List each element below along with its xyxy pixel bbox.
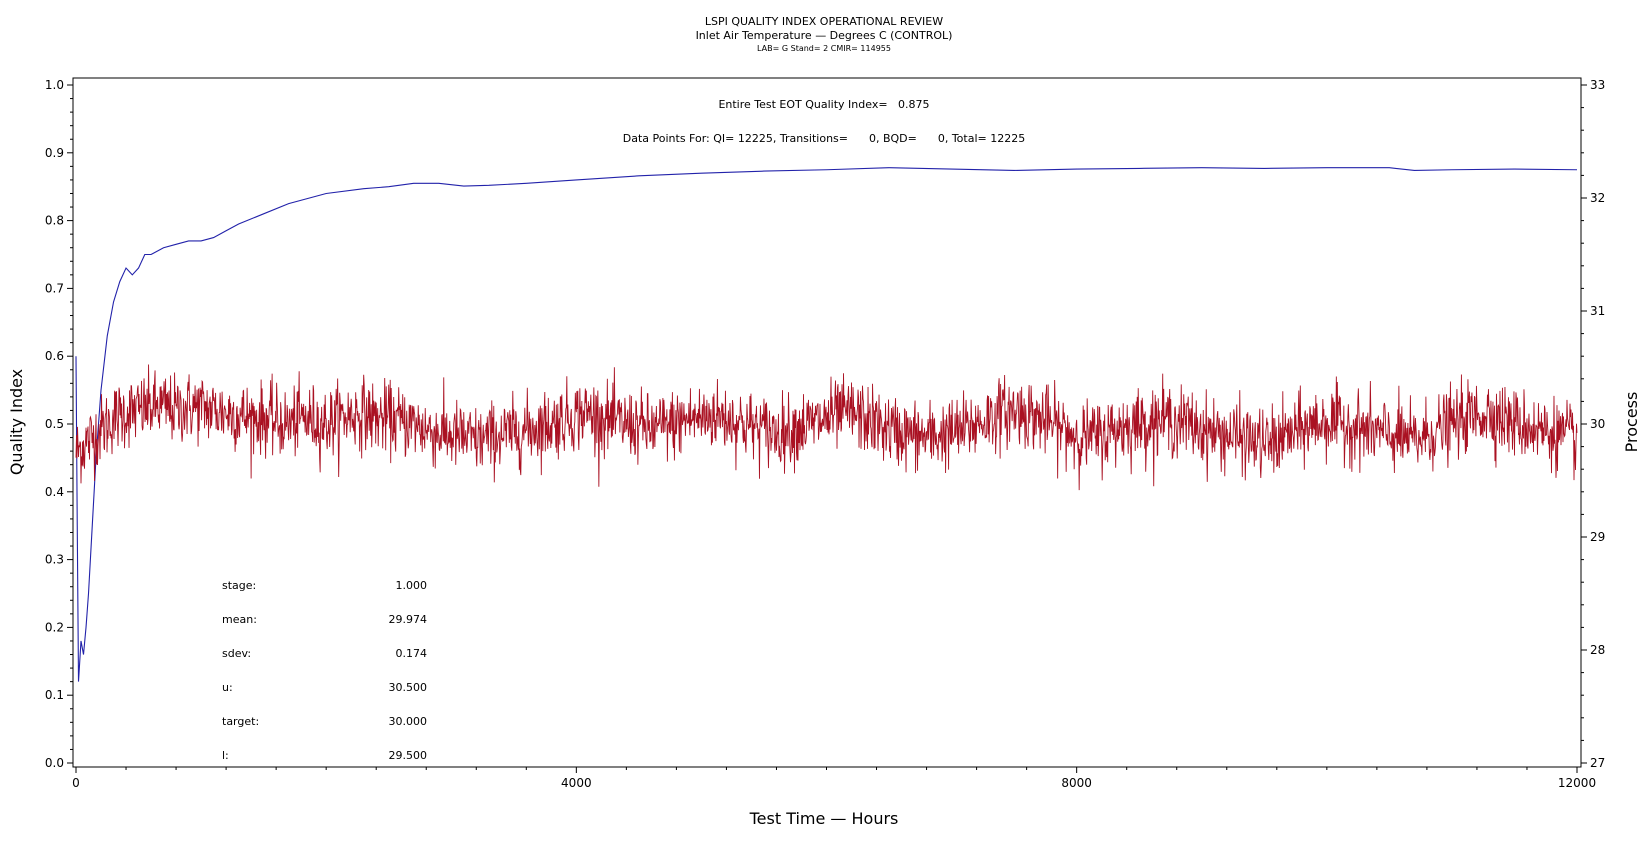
x-tick-label: 0 — [72, 776, 80, 790]
y-tick-label: 0.7 — [45, 281, 64, 295]
y-tick-label: 0.8 — [45, 214, 64, 228]
stat-value: 29.500 — [389, 749, 428, 762]
stat-label: sdev: — [222, 647, 251, 660]
data-points-annotation: Data Points For: QI= 12225, Transitions=… — [623, 132, 1025, 145]
stat-value: 30.500 — [389, 681, 428, 694]
stat-value: 30.000 — [389, 715, 428, 728]
process-series-line — [75, 364, 1578, 491]
y-tick-label: 0.9 — [45, 146, 64, 160]
axis-ticks: 0.0 0.1 0.2 0.3 0.4 0.5 0.6 0.7 0.8 0.9 1.0 27 28 29 3… — [45, 78, 1605, 790]
y2-tick-label: 30 — [1590, 417, 1605, 431]
y-tick-label: 0.4 — [45, 485, 64, 499]
chart-subtitle-lab: LAB= G Stand= 2 CMIR= 114955 — [757, 44, 891, 53]
y-tick-label: 0.1 — [45, 688, 64, 702]
stat-label: stage: — [222, 579, 256, 592]
x-axis-title: Test Time — Hours — [749, 809, 899, 828]
y2-tick-label: 27 — [1590, 756, 1605, 770]
y2-tick-label: 31 — [1590, 304, 1605, 318]
x-tick-label: 8000 — [1061, 776, 1092, 790]
stat-label: target: — [222, 715, 259, 728]
stat-label: l: — [222, 749, 229, 762]
y-axis-title: Quality Index — [7, 369, 26, 475]
stat-value: 1.000 — [396, 579, 428, 592]
stat-value: 0.174 — [396, 647, 428, 660]
y-tick-label: 0.2 — [45, 620, 64, 634]
x-tick-label: 4000 — [561, 776, 592, 790]
y-tick-label: 0.0 — [45, 756, 64, 770]
y2-axis-title: Process — [1622, 392, 1641, 453]
data-series — [75, 167, 1578, 682]
quality-index-series-line — [75, 167, 1578, 682]
y-tick-label: 1.0 — [45, 78, 64, 92]
quality-index-annotation: Entire Test EOT Quality Index= 0.875 — [718, 98, 929, 111]
y2-tick-label: 28 — [1590, 643, 1605, 657]
stat-value: 29.974 — [389, 613, 428, 626]
stat-label: u: — [222, 681, 233, 694]
x-tick-label: 12000 — [1558, 776, 1596, 790]
y2-tick-label: 32 — [1590, 191, 1605, 205]
chart-title: LSPI QUALITY INDEX OPERATIONAL REVIEW — [705, 15, 943, 28]
stat-label: mean: — [222, 613, 257, 626]
y-tick-label: 0.3 — [45, 553, 64, 567]
y-tick-label: 0.5 — [45, 417, 64, 431]
y2-tick-label: 33 — [1590, 78, 1605, 92]
stats-table: stage: 1.000 mean: 29.974 sdev: 0.174 u: 30.500… — [222, 579, 427, 762]
y-tick-label: 0.6 — [45, 349, 64, 363]
y2-tick-label: 29 — [1590, 530, 1605, 544]
chart-subtitle: Inlet Air Temperature — Degrees C (CONTR… — [696, 29, 953, 42]
